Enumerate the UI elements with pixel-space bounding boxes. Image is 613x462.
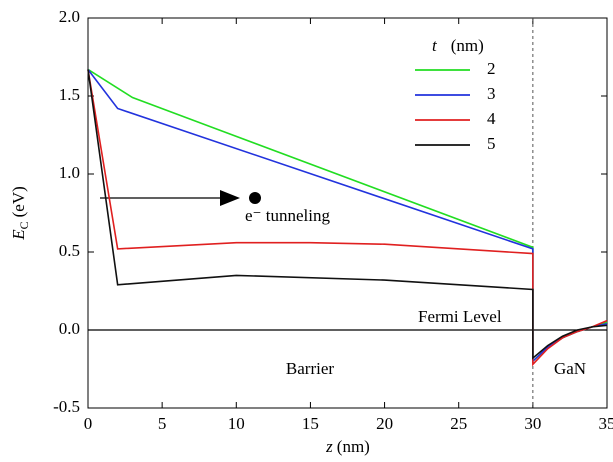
legend-title-unit: (nm) [451, 36, 484, 55]
series-line [87, 69, 608, 360]
y-label-unit: (eV) [9, 186, 28, 217]
y-tick-label: -0.5 [53, 397, 80, 416]
y-tick-label: 2.0 [59, 7, 80, 26]
y-tick-label: 0.0 [59, 319, 80, 338]
annotation: e⁻ tunneling [245, 206, 330, 225]
y-label-subscript: C [17, 221, 31, 229]
legend-title-symbol: t [432, 36, 438, 55]
x-tick-label: 35 [599, 414, 613, 433]
x-label-unit: (nm) [337, 437, 370, 456]
series-line [87, 68, 608, 364]
y-label-symbol: E [9, 229, 28, 241]
x-axis-label: z (nm) [325, 437, 370, 456]
x-tick-label: 5 [158, 414, 167, 433]
legend-label: 2 [487, 59, 496, 78]
x-tick-label: 20 [376, 414, 393, 433]
legend-label: 3 [487, 84, 496, 103]
x-tick-label: 25 [450, 414, 467, 433]
y-tick-label: 0.5 [59, 241, 80, 260]
legend-label: 5 [487, 134, 496, 153]
x-tick-label: 30 [524, 414, 541, 433]
x-tick-label: 10 [228, 414, 245, 433]
annotation: Fermi Level [418, 307, 502, 326]
series-line [87, 69, 608, 367]
y-tick-label: 1.0 [59, 163, 80, 182]
plot-frame [87, 17, 608, 409]
legend-label: 4 [487, 109, 496, 128]
annotation: GaN [554, 359, 586, 378]
x-label-symbol: z [325, 437, 333, 456]
y-tick-label: 1.5 [59, 85, 80, 104]
arrow-head [220, 190, 240, 206]
series-line [87, 68, 608, 364]
electron [249, 192, 261, 204]
x-tick-label: 15 [302, 414, 319, 433]
x-tick-label: 0 [84, 414, 93, 433]
y-axis-label: EC (eV) [9, 186, 31, 241]
annotation: Barrier [286, 359, 334, 378]
legend-title: t (nm) [432, 36, 484, 55]
